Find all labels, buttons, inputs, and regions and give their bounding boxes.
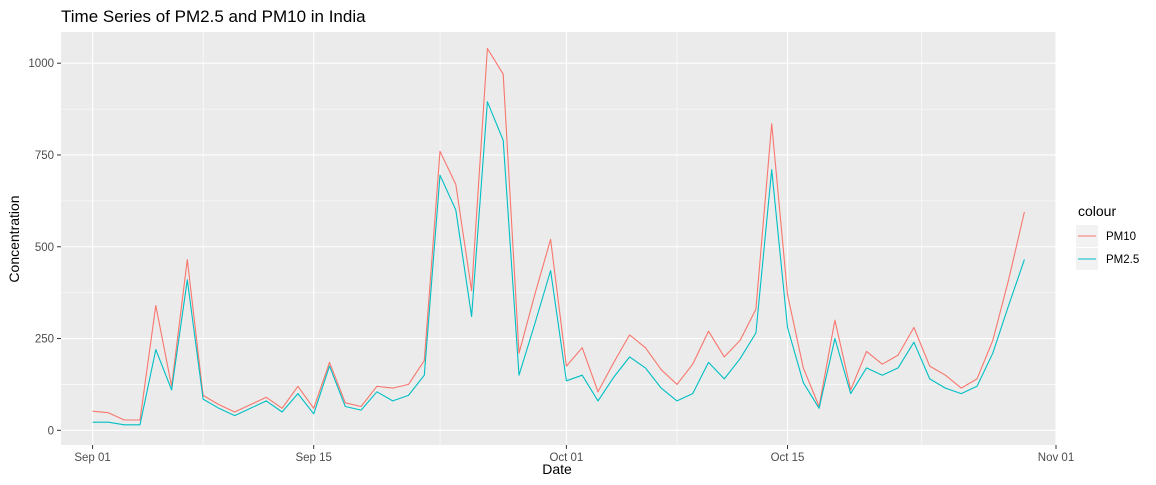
x-tick-label: Oct 15 (771, 452, 805, 464)
x-axis: Sep 01 Sep 15 Oct 01 Oct 15 Nov 01 (74, 445, 1074, 464)
y-tick-label: 1000 (28, 58, 54, 70)
legend: colour PM10 PM2.5 (1076, 203, 1139, 270)
x-tick-label: Sep 15 (295, 452, 331, 464)
series-line-pm10 (92, 47, 1025, 421)
x-tick-label: Sep 01 (74, 452, 110, 464)
x-tick-label: Oct 01 (549, 452, 583, 464)
grid-minor (61, 32, 1056, 445)
series-line-pm25 (92, 101, 1025, 426)
y-tick-label: 750 (35, 150, 54, 162)
y-tick-label: 0 (48, 425, 54, 437)
series-layer (92, 47, 1025, 426)
legend-title: colour (1078, 203, 1116, 219)
x-tick-label: Nov 01 (1038, 452, 1074, 464)
y-axis: 0 250 500 750 1000 (28, 58, 61, 437)
x-axis-title: Date (542, 461, 572, 477)
y-axis-title: Concentration (6, 195, 22, 282)
plot-panel (61, 32, 1056, 445)
grid-major (61, 32, 1057, 445)
y-tick-label: 500 (35, 242, 54, 254)
legend-label: PM10 (1106, 231, 1136, 243)
y-tick-label: 250 (35, 334, 54, 346)
legend-label: PM2.5 (1106, 254, 1139, 266)
chart-title: Time Series of PM2.5 and PM10 in India (61, 7, 366, 26)
